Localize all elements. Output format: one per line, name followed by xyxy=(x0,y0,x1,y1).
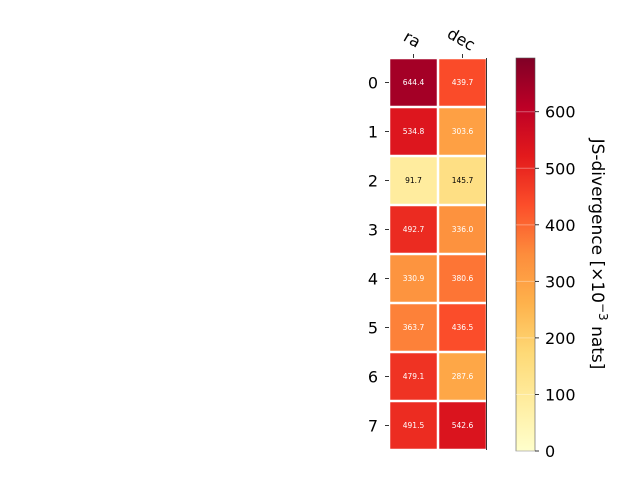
heatmap-cell xyxy=(439,402,486,449)
heatmap-cell xyxy=(390,255,437,302)
colorbar-label-suffix: nats] xyxy=(587,321,607,370)
cell-label: 439.7 xyxy=(452,78,474,87)
row-label: 3 xyxy=(368,221,378,240)
colorbar: 0 100 200 300 400 500 600 JS-divergence [×10−3… xyxy=(515,57,610,461)
cell-label: 303.6 xyxy=(452,127,474,136)
colorbar-gradient xyxy=(515,57,536,452)
column-label: dec xyxy=(444,24,478,55)
row-label: 0 xyxy=(368,74,378,93)
heatmap-cell xyxy=(390,353,437,400)
heatmap-cell-labels: 644.4 439.7 534.8 303.6 91.7 145.7 492.7 336.0 3… xyxy=(403,78,474,430)
colorbar-tick-label: 400 xyxy=(545,216,576,235)
cell-label: 330.9 xyxy=(403,274,425,283)
heatmap-cell xyxy=(439,255,486,302)
colorbar-label: JS-divergence [×10−3 nats] xyxy=(587,138,610,370)
cell-label: 479.1 xyxy=(403,372,425,381)
cell-label: 145.7 xyxy=(452,176,474,185)
colorbar-tick-label: 200 xyxy=(545,329,576,348)
row-axis: 0 1 2 3 4 5 6 7 xyxy=(368,74,389,436)
cell-label: 644.4 xyxy=(403,78,425,87)
colorbar-ticks: 0 100 200 300 400 500 600 xyxy=(516,103,576,461)
column-label: ra xyxy=(400,27,424,52)
heatmap-cell xyxy=(439,59,486,106)
heatmap-cell xyxy=(439,206,486,253)
colorbar-tick-label: 600 xyxy=(545,103,576,122)
heatmap-cell xyxy=(439,353,486,400)
cell-label: 363.7 xyxy=(403,323,425,332)
heatmap-cell xyxy=(390,157,437,204)
row-label: 5 xyxy=(368,319,378,338)
colorbar-label-prefix: JS-divergence [×10 xyxy=(587,138,607,303)
column-axis: ra dec xyxy=(400,24,478,58)
colorbar-label-exponent: −3 xyxy=(596,303,610,321)
heatmap-cells xyxy=(390,59,486,449)
cell-label: 380.6 xyxy=(452,274,474,283)
colorbar-tick-label: 0 xyxy=(545,442,555,461)
row-label: 6 xyxy=(368,368,378,387)
row-label: 2 xyxy=(368,172,378,191)
cell-label: 491.5 xyxy=(403,421,425,430)
cell-label: 287.6 xyxy=(452,372,474,381)
row-label: 7 xyxy=(368,417,378,436)
heatmap-cell xyxy=(439,304,486,351)
cell-label: 436.5 xyxy=(452,323,474,332)
heatmap-cell xyxy=(390,402,437,449)
heatmap-cell xyxy=(439,157,486,204)
heatmap-cell xyxy=(439,108,486,155)
heatmap-cell xyxy=(390,206,437,253)
colorbar-tick-label: 300 xyxy=(545,272,576,291)
row-label: 1 xyxy=(368,123,378,142)
heatmap-cell xyxy=(390,59,437,106)
cell-label: 542.6 xyxy=(452,421,474,430)
row-label: 4 xyxy=(368,270,378,289)
cell-label: 534.8 xyxy=(403,127,425,136)
colorbar-tick-label: 100 xyxy=(545,385,576,404)
cell-label: 492.7 xyxy=(403,225,425,234)
heatmap-cell xyxy=(390,108,437,155)
cell-label: 336.0 xyxy=(452,225,474,234)
cell-label: 91.7 xyxy=(405,176,422,185)
heatmap-cell xyxy=(390,304,437,351)
colorbar-tick-label: 500 xyxy=(545,159,576,178)
